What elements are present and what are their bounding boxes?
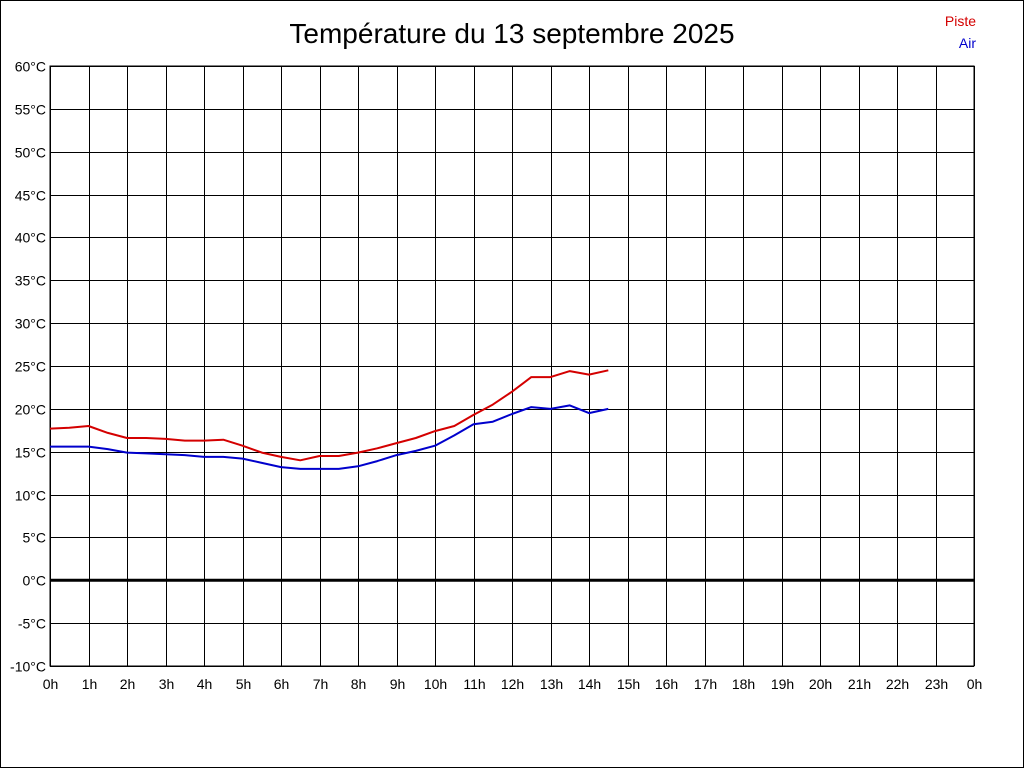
x-tick-label: 20h [809, 676, 832, 692]
x-tick-label: 18h [732, 676, 755, 692]
y-tick-label: 60°C [15, 59, 46, 75]
x-tick-label: 2h [120, 676, 136, 692]
y-tick-label: -5°C [18, 616, 46, 632]
x-tick-label: 5h [236, 676, 252, 692]
y-tick-label: 45°C [15, 188, 46, 204]
x-tick-label: 0h [967, 676, 983, 692]
y-tick-label: 25°C [15, 359, 46, 375]
x-tick-label: 15h [617, 676, 640, 692]
x-tick-label: 10h [424, 676, 447, 692]
x-tick-label: 11h [463, 676, 485, 692]
x-tick-label: 21h [848, 676, 871, 692]
x-tick-label: 8h [351, 676, 367, 692]
x-tick-label: 0h [43, 676, 59, 692]
y-tick-label: 55°C [15, 102, 46, 118]
x-tick-label: 6h [274, 676, 290, 692]
y-tick-label: -10°C [10, 659, 46, 675]
x-tick-label: 4h [197, 676, 213, 692]
y-tick-label: 0°C [23, 573, 47, 589]
series-line-air [50, 404, 609, 470]
x-tick-label: 17h [694, 676, 717, 692]
y-tick-label: 40°C [15, 230, 46, 246]
x-tick-label: 16h [655, 676, 678, 692]
legend-piste: Piste [944, 13, 976, 29]
chart-title: Température du 13 septembre 2025 [289, 18, 735, 49]
y-tick-label: 20°C [15, 402, 46, 418]
y-tick-label: 10°C [15, 488, 46, 504]
x-tick-label: 9h [390, 676, 406, 692]
x-tick-label: 3h [159, 676, 175, 692]
x-tick-label: 14h [578, 676, 601, 692]
x-tick-label: 19h [771, 676, 794, 692]
x-tick-label: 23h [925, 676, 948, 692]
y-tick-label: 30°C [15, 316, 46, 332]
series-line-piste [49, 369, 609, 462]
x-tick-label: 1h [82, 676, 98, 692]
x-tick-label: 12h [501, 676, 524, 692]
x-tick-label: 7h [313, 676, 329, 692]
y-tick-label: 50°C [15, 145, 46, 161]
x-tick-label: 13h [540, 676, 563, 692]
y-tick-label: 15°C [15, 445, 46, 461]
legend-air: Air [958, 35, 976, 51]
y-tick-label: 5°C [23, 530, 47, 546]
x-tick-label: 22h [886, 676, 909, 692]
y-tick-label: 35°C [15, 273, 46, 289]
